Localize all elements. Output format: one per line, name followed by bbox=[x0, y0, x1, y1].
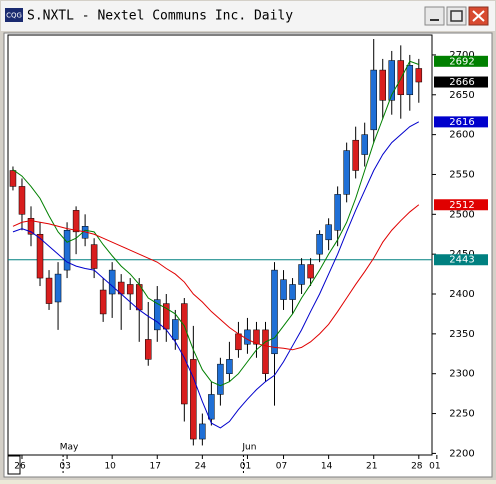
candle-body bbox=[352, 139, 359, 171]
app-icon-text: CQG bbox=[6, 12, 22, 20]
candle-body bbox=[235, 333, 242, 351]
x-tick-label: 17 bbox=[150, 462, 161, 472]
app-icon bbox=[5, 8, 23, 22]
candle-body bbox=[190, 359, 197, 440]
candle-body bbox=[154, 299, 161, 331]
candle-body bbox=[343, 150, 350, 195]
candle-body bbox=[280, 279, 287, 300]
candle-body bbox=[325, 224, 332, 241]
candle-body bbox=[172, 319, 179, 340]
price-box bbox=[434, 199, 488, 211]
close-icon bbox=[472, 10, 485, 22]
candle-body bbox=[9, 170, 17, 187]
price-box-label: 2443 bbox=[449, 255, 474, 266]
candle-body bbox=[370, 69, 377, 131]
candle-body bbox=[108, 269, 116, 295]
candle-body bbox=[217, 363, 224, 395]
candle-body bbox=[226, 359, 233, 374]
y-tick-label: 2300 bbox=[449, 369, 474, 380]
candle-body bbox=[36, 233, 44, 279]
candle-body bbox=[406, 65, 414, 96]
candle-body bbox=[63, 230, 71, 271]
candle-body bbox=[181, 303, 188, 405]
y-tick-label: 2250 bbox=[449, 409, 474, 420]
price-box-label: 2512 bbox=[449, 200, 474, 211]
candle-body bbox=[262, 329, 269, 374]
candle-body bbox=[163, 303, 170, 330]
y-tick-label: 2650 bbox=[449, 90, 474, 101]
y-tick-label: 2550 bbox=[449, 169, 474, 180]
y-tick-label: 2200 bbox=[449, 448, 474, 459]
candle-body bbox=[72, 210, 80, 233]
y-tick-label: 2600 bbox=[449, 130, 474, 141]
window-title: S.NXTL - Nextel Communs Inc. Daily bbox=[27, 9, 293, 24]
moving-average bbox=[12, 204, 420, 351]
candle-body bbox=[379, 69, 386, 101]
candle-body bbox=[27, 218, 35, 235]
title-bar bbox=[1, 1, 495, 31]
candle-body bbox=[144, 339, 152, 360]
y-tick-label: 2700 bbox=[449, 50, 474, 61]
moving-average bbox=[12, 60, 419, 387]
x-tick-label: 01 bbox=[429, 462, 440, 472]
price-box bbox=[434, 116, 488, 128]
month-label: Jun bbox=[241, 443, 256, 453]
price-box-label: 2666 bbox=[449, 77, 474, 88]
month-label: May bbox=[60, 443, 79, 453]
candle-body bbox=[307, 264, 314, 279]
y-tick-label: 2400 bbox=[449, 289, 474, 300]
price-box-label: 2616 bbox=[449, 117, 474, 128]
price-box bbox=[434, 55, 488, 67]
maximize-button[interactable] bbox=[446, 6, 467, 26]
candle-body bbox=[45, 277, 53, 304]
moving-average bbox=[12, 121, 420, 429]
candle-body bbox=[90, 244, 98, 269]
maximize-icon bbox=[450, 10, 463, 22]
candle-body bbox=[316, 233, 323, 255]
candle-body bbox=[397, 60, 405, 96]
x-tick-label: 14 bbox=[321, 462, 333, 472]
candle-body bbox=[99, 289, 107, 315]
y-tick-label: 2500 bbox=[449, 209, 474, 220]
x-tick-label: 01 bbox=[240, 462, 251, 472]
candle-body bbox=[54, 273, 62, 303]
x-tick-label: 21 bbox=[366, 462, 377, 472]
scroll-box[interactable] bbox=[7, 455, 21, 475]
candle-body bbox=[126, 284, 134, 295]
x-tick-label: 24 bbox=[195, 462, 207, 472]
price-box-label: 2692 bbox=[449, 56, 474, 67]
candle-body bbox=[244, 329, 251, 345]
candle-body bbox=[18, 186, 26, 215]
candle-body bbox=[298, 264, 305, 285]
x-tick-label: 10 bbox=[104, 462, 116, 472]
candle-body bbox=[415, 68, 423, 83]
x-tick-label: 28 bbox=[411, 462, 423, 472]
window-buttons[interactable] bbox=[424, 6, 489, 26]
x-tick-label: 03 bbox=[59, 462, 70, 472]
candle-body bbox=[271, 269, 278, 355]
candle-body bbox=[334, 194, 341, 231]
candle-body bbox=[199, 423, 206, 440]
price-box bbox=[434, 76, 488, 88]
price-box bbox=[434, 254, 488, 266]
candle-body bbox=[361, 134, 368, 155]
candle-body bbox=[388, 60, 395, 101]
x-tick-label: 26 bbox=[14, 462, 26, 472]
x-tick-label: 07 bbox=[276, 462, 287, 472]
minimize-button[interactable] bbox=[424, 6, 445, 26]
candle-body bbox=[208, 394, 215, 420]
candle-body bbox=[253, 329, 260, 345]
candle-body bbox=[289, 284, 296, 300]
y-tick-label: 2350 bbox=[449, 329, 474, 340]
